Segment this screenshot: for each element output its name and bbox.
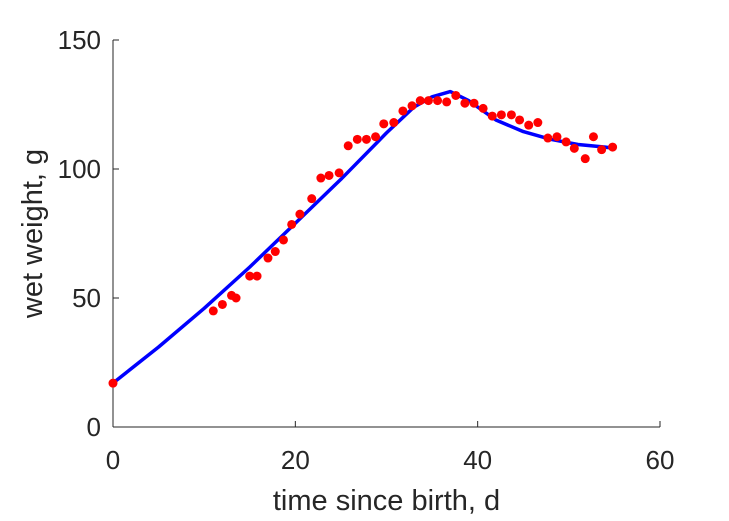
data-point: [352, 134, 362, 144]
x-tick-label: 0: [106, 445, 120, 475]
data-point: [108, 378, 118, 388]
data-point: [415, 96, 425, 106]
data-point: [588, 132, 598, 142]
data-point: [295, 209, 305, 219]
y-tick-label: 150: [58, 25, 101, 55]
data-point: [324, 170, 334, 180]
data-point: [389, 118, 399, 128]
y-tick-label: 0: [87, 412, 101, 442]
data-point: [208, 306, 218, 316]
data-point: [478, 103, 488, 113]
data-point: [569, 143, 579, 153]
data-point: [487, 111, 497, 121]
data-point: [515, 115, 525, 125]
data-point: [398, 106, 408, 116]
x-axis-label: time since birth, d: [273, 485, 500, 517]
data-point: [561, 137, 571, 147]
data-point: [460, 98, 470, 108]
data-points: [108, 90, 618, 388]
data-point: [407, 101, 417, 111]
data-point: [252, 271, 262, 281]
data-point: [245, 271, 255, 281]
data-point: [423, 96, 433, 106]
data-point: [580, 154, 590, 164]
data-point: [270, 247, 280, 257]
data-point: [278, 235, 288, 245]
fitted-growth-curve: [111, 89, 617, 385]
y-axis-label: wet weight, g: [17, 149, 49, 319]
data-point: [371, 132, 381, 142]
x-axis: 0 20 40 60: [106, 421, 675, 475]
data-point: [307, 194, 317, 204]
data-point: [543, 133, 553, 143]
x-tick-label: 20: [281, 445, 310, 475]
data-point: [496, 110, 506, 120]
y-ticks: 0 50 100 150: [58, 25, 119, 442]
data-point: [597, 145, 607, 155]
data-point: [334, 168, 344, 178]
data-point: [316, 173, 326, 183]
x-ticks: 0 20 40 60: [106, 421, 675, 475]
data-point: [263, 253, 273, 263]
data-point: [433, 96, 443, 106]
data-point: [506, 110, 516, 120]
y-tick-label: 50: [72, 283, 101, 313]
data-point: [217, 299, 227, 309]
y-tick-label: 100: [58, 154, 101, 184]
data-point: [469, 98, 479, 108]
data-point: [379, 119, 389, 129]
data-point: [451, 90, 461, 100]
data-point: [231, 293, 241, 303]
data-point: [608, 142, 618, 152]
y-axis: 0 50 100 150: [58, 25, 119, 442]
data-point: [552, 132, 562, 142]
data-point: [361, 134, 371, 144]
x-tick-label: 60: [646, 445, 675, 475]
data-point: [287, 219, 297, 229]
data-point: [343, 141, 353, 151]
data-point: [524, 120, 534, 130]
x-tick-label: 40: [463, 445, 492, 475]
data-point: [533, 118, 543, 128]
data-point: [442, 97, 452, 107]
